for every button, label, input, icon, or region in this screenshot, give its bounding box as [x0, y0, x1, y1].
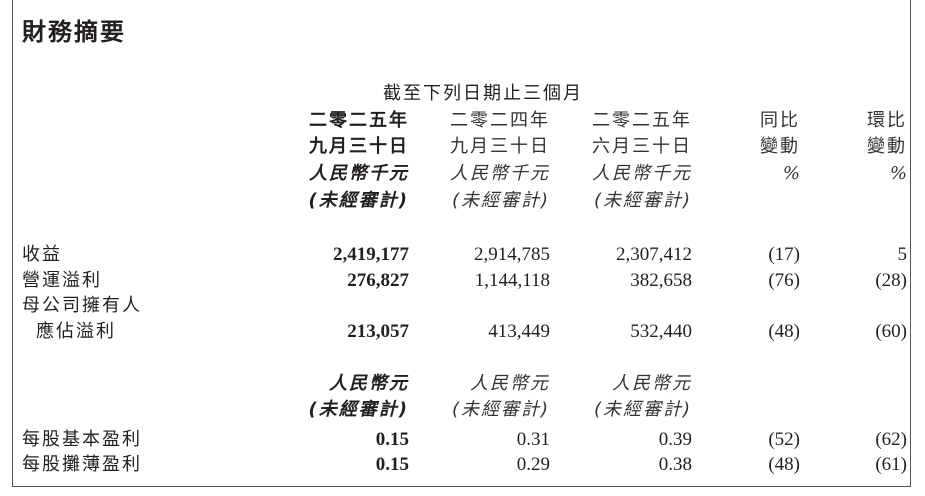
row-label-diluted-eps: 每股攤薄盈利	[22, 454, 142, 475]
cell: 2,307,412	[616, 244, 692, 265]
cell: 0.29	[516, 454, 550, 475]
cell: 0.15	[375, 454, 409, 475]
col2-unit2: 人民幣元	[470, 373, 550, 394]
col4-unit: %	[782, 163, 800, 184]
col3-year: 二零二五年	[592, 110, 692, 131]
cell: 5	[897, 244, 908, 265]
col1-audit: (未經審計)	[308, 190, 409, 211]
cell: (62)	[875, 429, 907, 450]
cell: 2,914,785	[474, 244, 550, 265]
col5-unit: %	[889, 163, 907, 184]
row-label-attributable: 母公司擁有人	[22, 295, 142, 316]
cell: (48)	[768, 454, 800, 475]
col3-audit: (未經審計)	[593, 190, 692, 211]
col2-audit: (未經審計)	[451, 190, 550, 211]
col2-audit2: (未經審計)	[451, 399, 550, 420]
cell: (28)	[875, 270, 907, 291]
col4-line1: 同比	[760, 110, 800, 131]
summary-box	[12, 0, 911, 487]
cell: 0.15	[375, 429, 409, 450]
period-header: 截至下列日期止三個月	[383, 83, 583, 104]
cell: (76)	[768, 270, 800, 291]
cell: 0.31	[516, 429, 550, 450]
row-label-revenue: 收益	[22, 244, 62, 265]
col1-date: 九月三十日	[309, 136, 409, 157]
cell: (52)	[768, 429, 800, 450]
cell: 532,440	[630, 321, 692, 342]
col2-year: 二零二四年	[450, 110, 550, 131]
col1-unit2: 人民幣元	[329, 373, 409, 394]
row-label-attributable-2: 應佔溢利	[36, 321, 116, 342]
col1-year: 二零二五年	[309, 110, 409, 131]
cell: 276,827	[347, 270, 409, 291]
cell: 0.39	[658, 429, 692, 450]
col2-date: 九月三十日	[450, 136, 550, 157]
col3-unit2: 人民幣元	[612, 373, 692, 394]
cell: 2,419,177	[333, 244, 409, 265]
cell: (17)	[768, 244, 800, 265]
col4-line2: 變動	[760, 136, 800, 157]
col3-audit2: (未經審計)	[593, 399, 692, 420]
page-title: 財務摘要	[22, 18, 126, 46]
col1-audit2: (未經審計)	[308, 399, 409, 420]
cell: 213,057	[347, 321, 409, 342]
row-label-operating-profit: 營運溢利	[22, 270, 102, 291]
cell: (48)	[768, 321, 800, 342]
cell: (61)	[875, 454, 907, 475]
col3-unit: 人民幣千元	[592, 163, 692, 184]
col1-unit: 人民幣千元	[309, 163, 409, 184]
cell: 1,144,118	[474, 270, 550, 291]
col3-date: 六月三十日	[592, 136, 692, 157]
col2-unit: 人民幣千元	[450, 163, 550, 184]
row-label-basic-eps: 每股基本盈利	[22, 429, 142, 450]
cell: (60)	[875, 321, 907, 342]
cell: 413,449	[488, 321, 550, 342]
col5-line2: 變動	[867, 136, 907, 157]
col5-line1: 環比	[867, 110, 907, 131]
cell: 0.38	[658, 454, 692, 475]
cell: 382,658	[630, 270, 692, 291]
